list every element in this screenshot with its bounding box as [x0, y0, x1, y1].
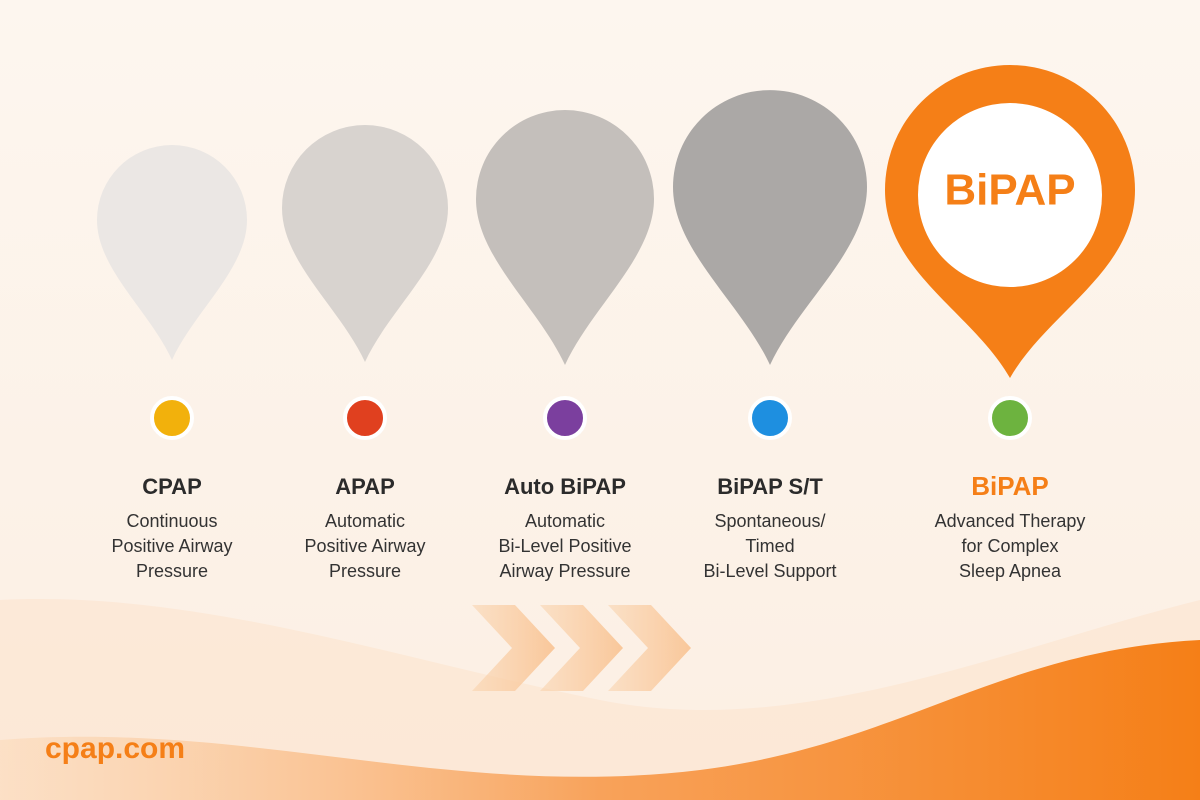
- timeline-dot: [343, 396, 387, 440]
- step-description: Bi-Level Positive: [498, 536, 631, 556]
- step-description: Positive Airway: [304, 536, 425, 556]
- step-description: Pressure: [136, 561, 208, 581]
- step-name: APAP: [335, 474, 395, 499]
- timeline-dot: [748, 396, 792, 440]
- labels: CPAP Continuous Positive Airway Pressure APA…: [111, 471, 1085, 581]
- timeline-dot: [543, 396, 587, 440]
- step-name: BiPAP: [971, 471, 1049, 501]
- wave-orange: [0, 640, 1200, 800]
- timeline-dot: [988, 396, 1032, 440]
- step-description: Continuous: [126, 511, 217, 531]
- step-description: Positive Airway: [111, 536, 232, 556]
- step-description: Timed: [745, 536, 794, 556]
- step-name: CPAP: [142, 474, 202, 499]
- brand: cpap.com: [45, 732, 185, 765]
- chevrons: [472, 605, 691, 691]
- timeline-dot: [150, 396, 194, 440]
- step-description: Airway Pressure: [499, 561, 630, 581]
- pin: [97, 145, 247, 360]
- step-description: Bi-Level Support: [703, 561, 836, 581]
- pin-inner-circle: [918, 103, 1102, 287]
- dots: [150, 396, 1032, 440]
- pin: [673, 90, 867, 365]
- step-description: Advanced Therapy: [935, 511, 1086, 531]
- step-description: for Complex: [961, 536, 1058, 556]
- step-name: BiPAP S/T: [717, 474, 823, 499]
- step-description: Pressure: [329, 561, 401, 581]
- step-description: Automatic: [525, 511, 605, 531]
- step-description: Automatic: [325, 511, 405, 531]
- chevron: [608, 605, 691, 691]
- chevron: [540, 605, 623, 691]
- pins: [97, 65, 1135, 378]
- pin: [282, 125, 448, 362]
- step-description: Sleep Apnea: [959, 561, 1062, 581]
- chevron: [472, 605, 555, 691]
- pin: [476, 110, 654, 365]
- featured-pin-label: BiPAP: [944, 166, 1075, 215]
- step-description: Spontaneous/: [714, 511, 825, 531]
- step-name: Auto BiPAP: [504, 474, 626, 499]
